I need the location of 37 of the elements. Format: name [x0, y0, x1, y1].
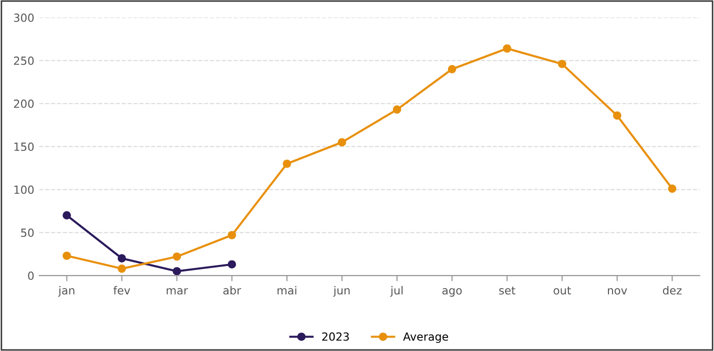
x-tick-label: jun: [333, 286, 350, 297]
point: [172, 252, 182, 261]
point: [118, 264, 126, 273]
point: [448, 64, 456, 74]
y-tick-label: 50: [21, 228, 34, 237]
point: [338, 138, 346, 146]
x-tick-label: dez: [662, 286, 682, 295]
y-tick-label: 300: [14, 14, 34, 22]
x-tick-label: mai: [278, 286, 296, 295]
point: [172, 267, 182, 276]
point: [612, 111, 622, 120]
point: [62, 211, 71, 220]
x-tick-label: mar: [166, 288, 188, 295]
x-tick-label: nov: [608, 288, 628, 295]
x-tick-label: jul: [390, 286, 403, 297]
point: [392, 105, 402, 114]
point: [228, 230, 236, 240]
point: [558, 60, 566, 68]
point: [502, 44, 512, 53]
x-tick-label: ago: [442, 288, 462, 297]
y-tick-label: 200: [14, 100, 34, 108]
point: [118, 254, 126, 263]
point: [282, 160, 292, 168]
point: [228, 260, 236, 269]
point: [668, 184, 676, 193]
legend-label: Average: [403, 332, 448, 343]
y-tick-label: 100: [14, 186, 34, 194]
x-tick-label: jan: [58, 286, 74, 297]
y-tick-label: 250: [14, 56, 34, 65]
x-tick-label: abr: [223, 286, 242, 295]
x-tick-label: out: [554, 286, 571, 295]
y-tick-label: 0: [28, 272, 34, 280]
x-tick-label: set: [499, 286, 516, 295]
y-tick-label: 150: [14, 142, 34, 151]
x-tick-label: fev: [113, 286, 130, 295]
legend-label: 2023: [322, 332, 349, 341]
point: [62, 252, 71, 260]
